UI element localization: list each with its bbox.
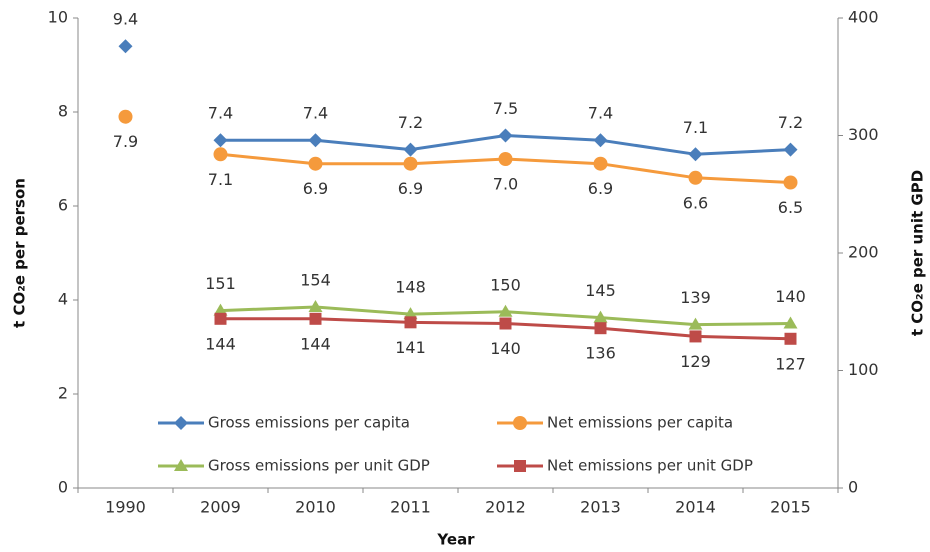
data-point [403, 156, 418, 171]
data-point [213, 303, 228, 316]
legend-marker [514, 460, 526, 472]
data-point [118, 39, 133, 54]
data-point [593, 133, 608, 148]
x-tick-label: 2012 [485, 498, 526, 517]
x-tick-label: 2014 [675, 498, 716, 517]
legend-label: Net emissions per unit GDP [547, 457, 753, 475]
data-point [594, 322, 607, 335]
data-label: 129 [680, 352, 711, 371]
y2-tick-label: 200 [848, 243, 879, 262]
data-label: 154 [300, 271, 331, 290]
legend-label: Gross emissions per unit GDP [208, 457, 430, 475]
data-point [118, 109, 133, 124]
x-tick-label: 2010 [295, 498, 336, 517]
data-point [498, 152, 513, 166]
data-point [688, 170, 703, 185]
data-label: 148 [395, 278, 426, 297]
data-label: 7.1 [683, 118, 708, 137]
data-point [783, 175, 798, 190]
data-point [593, 310, 608, 323]
data-label: 6.5 [778, 198, 803, 217]
data-label: 6.9 [398, 179, 423, 198]
data-label: 7.2 [398, 113, 423, 132]
data-label: 150 [490, 275, 521, 294]
data-point [689, 330, 702, 343]
y2-tick-label: 300 [848, 125, 879, 144]
y2-tick-label: 100 [848, 360, 879, 379]
data-point [403, 142, 418, 157]
data-point [498, 128, 513, 143]
data-label: 144 [300, 334, 331, 353]
data-label: 7.0 [493, 175, 518, 194]
legend-marker [174, 459, 188, 471]
data-point [213, 133, 228, 148]
data-label: 7.4 [208, 104, 233, 123]
data-point [784, 332, 797, 345]
data-point [213, 147, 228, 162]
data-point [308, 133, 323, 148]
data-label: 140 [775, 287, 806, 306]
legend-label: Gross emissions per capita [208, 414, 410, 432]
data-point [309, 312, 322, 325]
data-label: 7.9 [113, 132, 138, 151]
data-point [308, 300, 323, 313]
x-tick-label: 2009 [200, 498, 241, 517]
data-point [214, 312, 227, 325]
data-label: 151 [205, 274, 236, 293]
data-label: 140 [490, 339, 521, 358]
x-tick-label: 2013 [580, 498, 621, 517]
y-tick-label: 4 [58, 290, 68, 309]
data-point [404, 316, 417, 329]
data-label: 7.5 [493, 99, 518, 118]
data-point [593, 156, 608, 171]
x-tick-label: 1990 [105, 498, 146, 517]
data-label: 7.1 [208, 170, 233, 189]
data-label: 136 [585, 344, 616, 363]
x-tick-label: 2015 [770, 498, 811, 517]
y-tick-label: 2 [58, 384, 68, 403]
y-tick-label: 8 [58, 102, 68, 121]
y-tick-label: 6 [58, 196, 68, 215]
legend-marker [513, 416, 527, 430]
y2-tick-label: 400 [848, 8, 879, 27]
y-tick-label: 0 [58, 478, 68, 497]
data-label: 6.6 [683, 193, 708, 212]
y2-tick-label: 0 [848, 478, 858, 497]
data-label: 144 [205, 334, 236, 353]
data-label: 7.4 [588, 104, 613, 123]
data-point [308, 156, 323, 171]
x-axis-title: Year [436, 531, 475, 549]
legend-label: Net emissions per capita [547, 414, 733, 432]
x-tick-label: 2011 [390, 498, 431, 517]
y-axis-title: t CO₂e per person [11, 178, 29, 328]
data-label: 7.2 [778, 113, 803, 132]
data-point [403, 307, 418, 320]
data-point [783, 142, 798, 157]
data-label: 6.9 [588, 179, 613, 198]
data-label: 7.4 [303, 104, 328, 123]
data-label: 139 [680, 288, 711, 307]
data-point [688, 317, 703, 330]
legend-marker [174, 416, 188, 430]
data-label: 6.9 [303, 179, 328, 198]
data-point [688, 147, 703, 162]
data-label: 141 [395, 338, 426, 357]
data-point [498, 304, 513, 317]
data-label: 127 [775, 354, 806, 373]
data-point [499, 317, 512, 330]
data-label: 145 [585, 281, 616, 300]
data-point [783, 316, 798, 329]
y2-axis-title: t CO₂e per unit GPD [909, 170, 927, 336]
data-label: 9.4 [113, 10, 138, 29]
y-tick-label: 10 [48, 8, 68, 27]
